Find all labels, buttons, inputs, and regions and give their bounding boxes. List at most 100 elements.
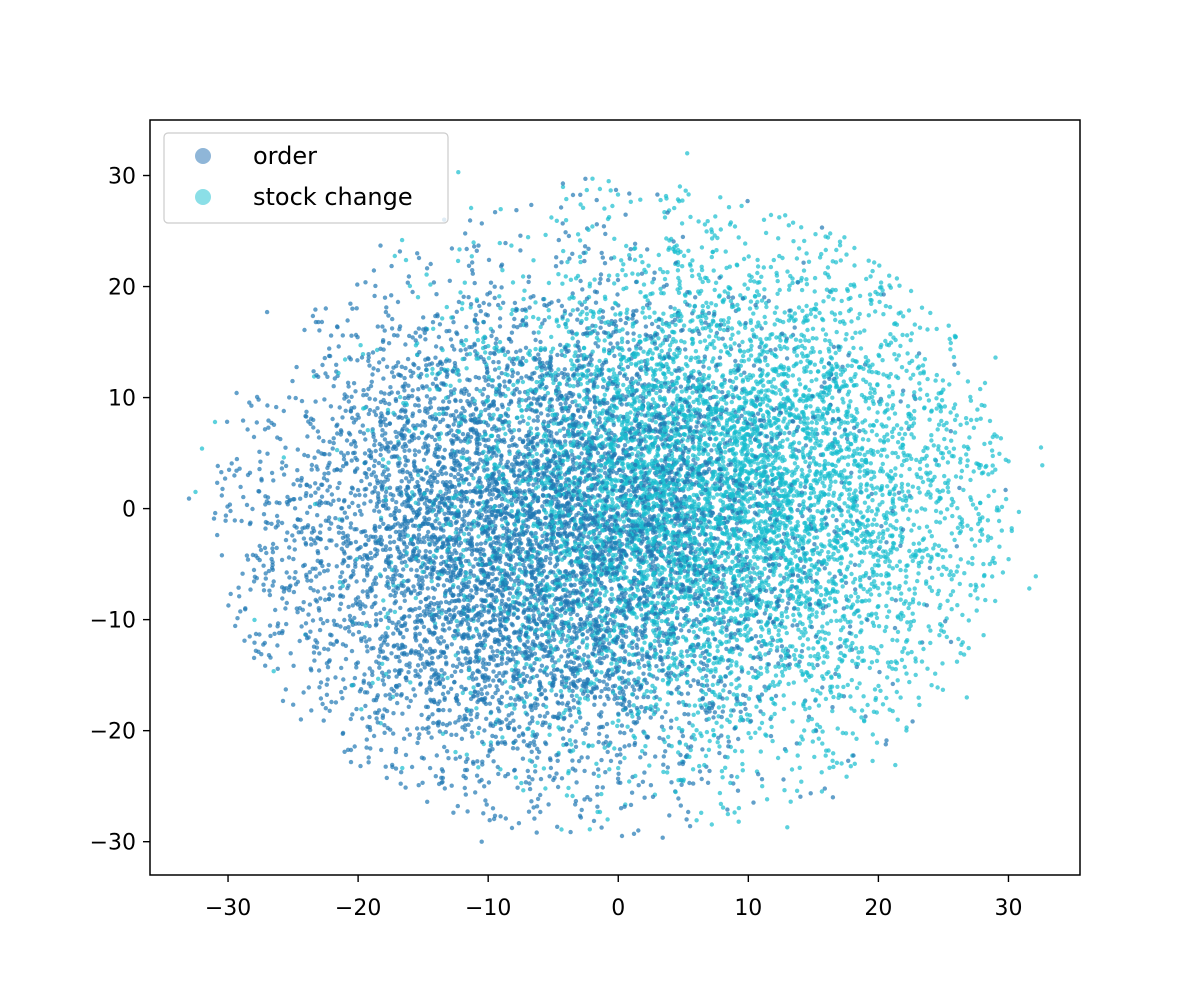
point-order: [401, 736, 407, 741]
point-order: [628, 802, 634, 808]
point-stock-change: [849, 363, 854, 369]
point-order: [442, 447, 447, 453]
point-stock-change: [656, 513, 661, 518]
point-order: [615, 292, 620, 297]
point-stock-change: [820, 327, 826, 332]
point-stock-change: [911, 522, 916, 527]
point-order: [679, 628, 684, 633]
point-order: [376, 460, 382, 466]
point-order: [427, 549, 433, 555]
point-order: [479, 839, 484, 844]
point-stock-change: [936, 543, 942, 548]
point-stock-change: [888, 332, 893, 337]
point-stock-change: [796, 344, 801, 350]
point-order: [473, 790, 478, 795]
point-order: [406, 670, 411, 675]
point-stock-change: [761, 383, 766, 388]
point-order: [700, 747, 705, 752]
point-stock-change: [792, 461, 798, 466]
point-order: [618, 730, 623, 735]
point-order: [578, 278, 583, 284]
point-order: [422, 665, 427, 670]
point-stock-change: [917, 466, 923, 472]
point-stock-change: [805, 353, 811, 358]
point-stock-change: [509, 509, 514, 514]
point-stock-change: [876, 604, 881, 609]
point-order: [636, 637, 641, 642]
point-order: [358, 429, 363, 434]
point-order: [534, 426, 540, 431]
point-stock-change: [937, 633, 942, 638]
point-order: [439, 471, 445, 477]
point-order: [661, 762, 666, 767]
point-stock-change: [732, 430, 737, 435]
point-stock-change: [759, 341, 764, 346]
point-stock-change: [637, 665, 642, 670]
point-stock-change: [797, 440, 802, 446]
point-order: [597, 591, 603, 596]
point-order: [283, 537, 289, 543]
point-order: [327, 346, 332, 351]
point-stock-change: [740, 353, 746, 359]
point-stock-change: [199, 446, 205, 451]
point-stock-change: [721, 688, 726, 693]
point-order: [322, 397, 327, 402]
point-stock-change: [881, 372, 886, 377]
point-stock-change: [948, 340, 953, 346]
point-stock-change: [376, 676, 381, 681]
point-order: [439, 775, 444, 780]
point-order: [364, 745, 369, 750]
point-order: [384, 305, 389, 310]
point-order: [512, 300, 518, 306]
point-order: [345, 318, 350, 323]
point-order: [357, 689, 363, 694]
point-order: [372, 293, 377, 299]
point-stock-change: [764, 373, 770, 378]
point-order: [315, 589, 321, 594]
point-stock-change: [519, 408, 524, 413]
point-order: [447, 708, 452, 713]
point-stock-change: [865, 523, 871, 528]
point-stock-change: [730, 392, 735, 398]
point-order: [394, 692, 399, 697]
point-order: [768, 733, 774, 739]
point-order: [358, 763, 363, 769]
point-stock-change: [747, 437, 752, 442]
point-stock-change: [638, 197, 643, 202]
point-order: [338, 574, 343, 579]
point-order: [267, 592, 273, 598]
point-stock-change: [870, 732, 875, 737]
point-stock-change: [732, 224, 738, 229]
point-stock-change: [825, 265, 831, 270]
point-stock-change: [898, 695, 903, 700]
point-order: [329, 492, 335, 497]
point-order: [226, 603, 231, 608]
point-order: [898, 543, 903, 548]
point-stock-change: [831, 694, 836, 700]
point-order: [454, 664, 460, 669]
point-stock-change: [360, 352, 366, 357]
point-order: [416, 652, 422, 657]
point-order: [485, 675, 490, 680]
point-stock-change: [837, 239, 843, 244]
point-stock-change: [906, 605, 911, 611]
point-stock-change: [885, 527, 890, 532]
point-stock-change: [661, 769, 666, 775]
point-stock-change: [794, 256, 800, 261]
point-stock-change: [380, 457, 386, 462]
point-order: [531, 418, 536, 423]
point-stock-change: [359, 707, 364, 712]
point-stock-change: [959, 468, 965, 474]
point-order: [892, 625, 898, 631]
point-stock-change: [471, 240, 476, 245]
point-order: [432, 437, 438, 443]
point-order: [733, 358, 738, 364]
point-stock-change: [900, 332, 905, 338]
point-stock-change: [885, 402, 890, 407]
point-stock-change: [844, 332, 849, 337]
point-stock-change: [748, 299, 754, 304]
point-order: [448, 472, 454, 478]
point-stock-change: [597, 358, 602, 364]
point-order: [417, 732, 422, 737]
